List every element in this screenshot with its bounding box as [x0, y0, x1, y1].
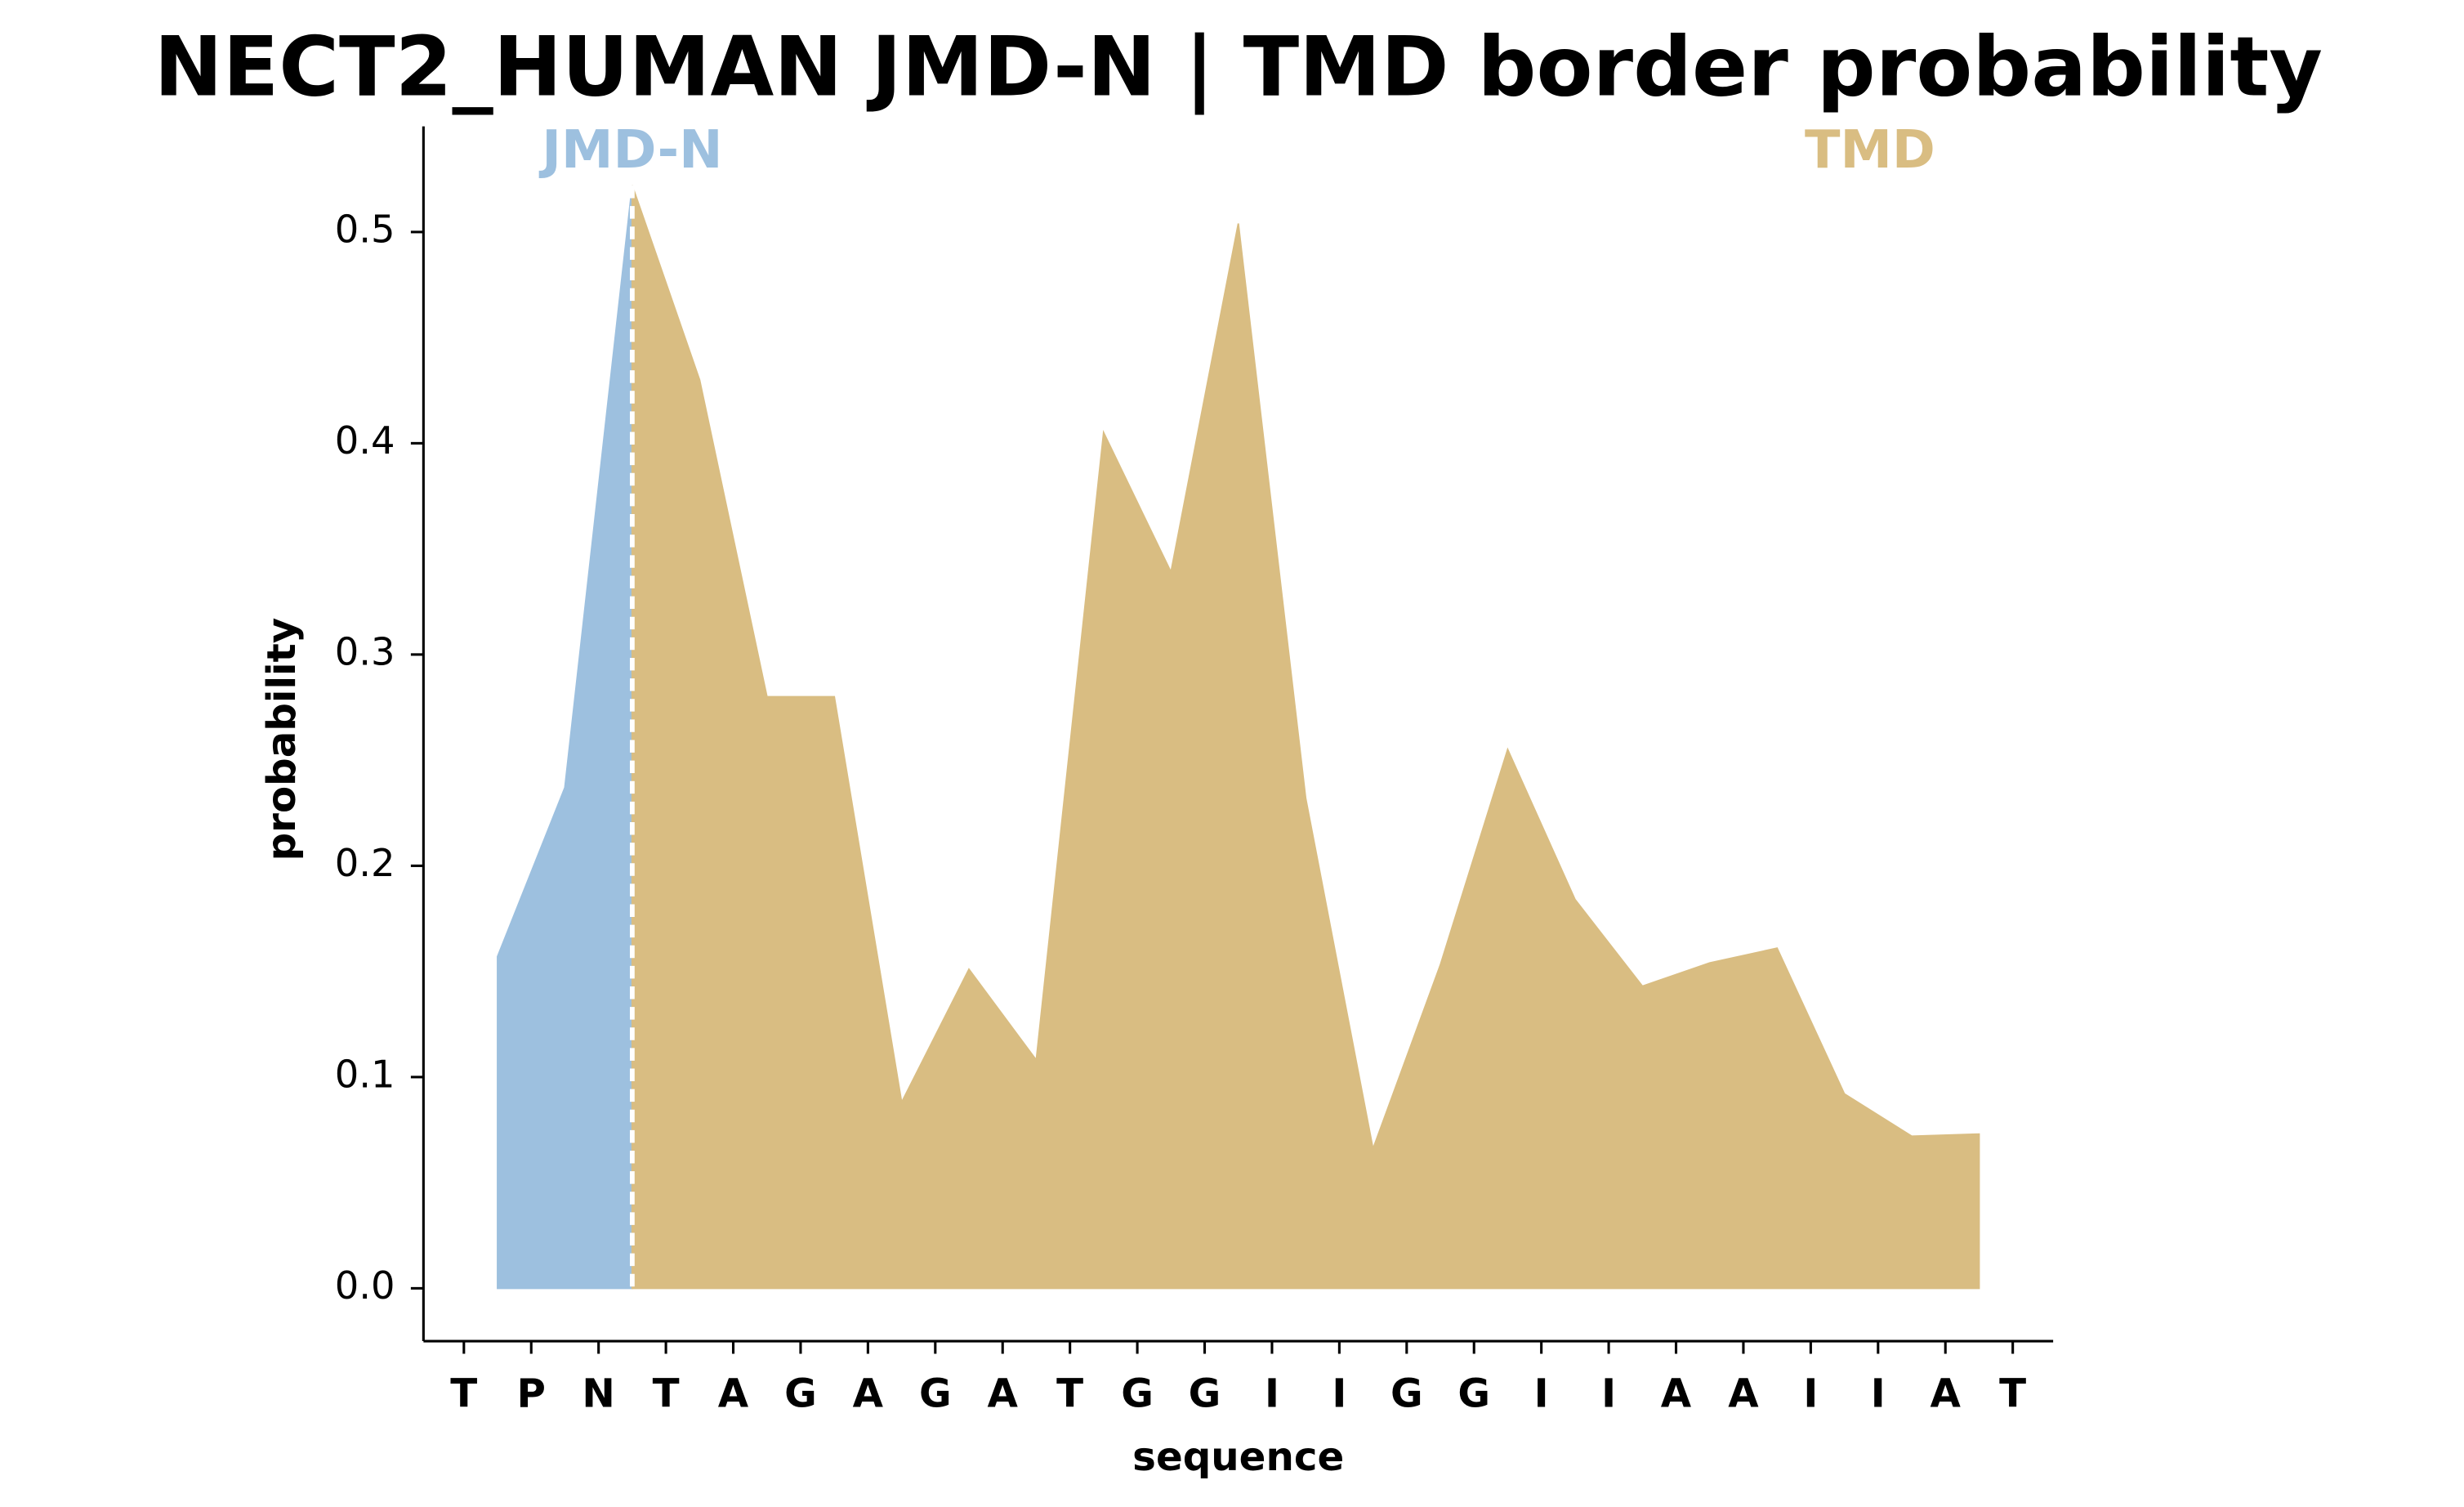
x-tick-label: G — [1390, 1371, 1423, 1417]
y-tick-label: 0.5 — [335, 207, 395, 251]
x-tick-label: A — [853, 1371, 884, 1417]
x-tick-label: N — [582, 1371, 614, 1417]
x-tick-label: A — [718, 1371, 749, 1417]
y-tick-label: 0.2 — [335, 841, 395, 885]
x-tick-label: A — [1728, 1371, 1759, 1417]
series-label: JMD-N — [538, 120, 722, 181]
x-tick-label: G — [1189, 1371, 1221, 1417]
x-tick-label: G — [1121, 1371, 1154, 1417]
y-axis-label: probability — [259, 618, 305, 861]
x-tick-label: I — [1265, 1371, 1279, 1417]
x-tick-label: P — [517, 1371, 546, 1417]
y-tick-label: 0.4 — [335, 418, 395, 463]
x-tick-label: T — [450, 1371, 477, 1417]
x-tick-label: I — [1601, 1371, 1616, 1417]
area — [497, 185, 633, 1290]
y-tick-label: 0.0 — [335, 1263, 395, 1308]
x-tick-label: T — [653, 1371, 680, 1417]
x-tick-label: A — [988, 1371, 1019, 1417]
x-tick-label: T — [1999, 1371, 2026, 1417]
area — [631, 185, 1980, 1290]
x-tick-label: G — [784, 1371, 817, 1417]
x-tick-label: A — [1661, 1371, 1692, 1417]
x-tick-label: I — [1871, 1371, 1886, 1417]
y-tick-label: 0.3 — [335, 629, 395, 673]
x-tick-label: T — [1056, 1371, 1083, 1417]
x-tick-label: I — [1803, 1371, 1818, 1417]
chart-title: NECT2_HUMAN JMD-N | TMD border probabili… — [154, 19, 2323, 114]
x-tick-label: I — [1534, 1371, 1549, 1417]
series-label: TMD — [1805, 120, 1935, 181]
x-tick-label: G — [1457, 1371, 1490, 1417]
x-tick-label: G — [919, 1371, 952, 1417]
y-tick-label: 0.1 — [335, 1052, 395, 1096]
x-tick-label: I — [1332, 1371, 1346, 1417]
x-axis-label: sequence — [1132, 1434, 1344, 1480]
x-tick-label: A — [1931, 1371, 1962, 1417]
